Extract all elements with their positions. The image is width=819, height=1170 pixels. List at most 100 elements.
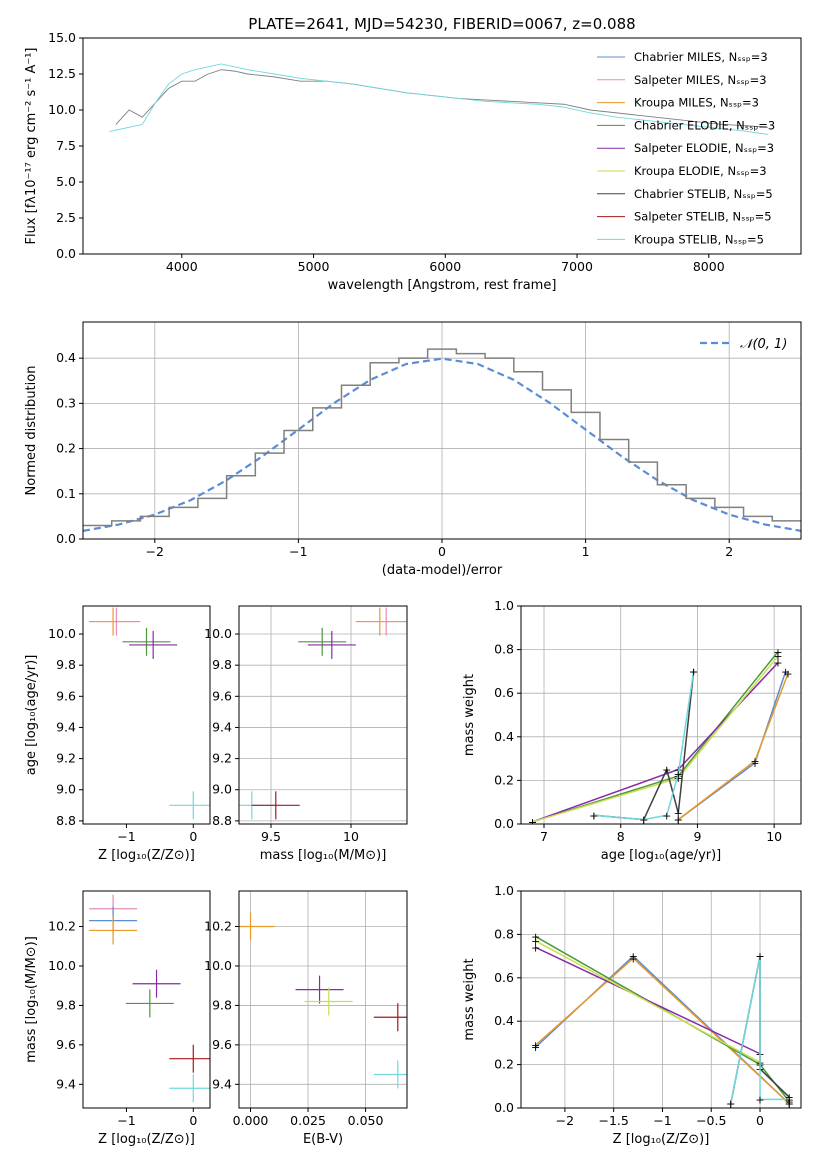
- y-tick-label: 0.1: [56, 486, 76, 501]
- point-marker: +: [639, 814, 648, 827]
- panel-6: [79, 890, 211, 1112]
- plot-area: [83, 348, 801, 532]
- point-marker: +: [531, 1041, 540, 1054]
- x-tick-label: 10: [343, 829, 359, 844]
- y-tick-label: 0.2: [56, 441, 76, 456]
- axes-frame: [238, 890, 408, 1109]
- x-tick-label: 0: [756, 1113, 764, 1128]
- axes-frame: [82, 605, 211, 825]
- point-marker: +: [674, 807, 683, 820]
- y-tick-label: 10.2: [48, 919, 76, 934]
- y-tick-label: 0.8: [494, 926, 514, 941]
- x-tick-label: 0: [189, 829, 197, 844]
- point-marker: +: [689, 665, 698, 678]
- panel-1: [79, 37, 802, 258]
- y-tick-label: 0.2: [494, 1057, 514, 1072]
- y-tick-label: 9.0: [56, 782, 76, 797]
- series-kroupa-stelib: [730, 955, 790, 1104]
- x-tick-label: −2: [556, 1113, 574, 1128]
- x-tick-label: 4000: [166, 259, 198, 274]
- point-marker: +: [528, 816, 537, 829]
- y-tick-label: 8.8: [212, 813, 232, 828]
- series-salpeter-elodie: [532, 662, 779, 823]
- legend-entry: Salpeter ELODIE, Nₛₛₚ=3: [634, 141, 774, 155]
- legend-entry: Chabrier ELODIE, Nₛₛₚ=3: [634, 118, 775, 132]
- panel-8: ++++++++++++++++++++ +: [517, 890, 802, 1112]
- point-marker: +: [531, 941, 540, 954]
- point-marker: +: [773, 650, 782, 663]
- legend-entry: Salpeter MILES, Nₛₛₚ=3: [634, 73, 767, 87]
- x-tick-label: −0.5: [696, 1113, 726, 1128]
- x-tick-label: −1: [653, 1113, 671, 1128]
- x-tick-label: 0: [438, 544, 446, 559]
- y-tick-label: 0.0: [56, 246, 76, 261]
- point-marker: +: [662, 764, 671, 777]
- y-tick-label: 0.6: [494, 685, 514, 700]
- y-axis-label: age [log₁₀(age/yr)]: [24, 655, 39, 776]
- series-kroupa-elodie: [535, 940, 761, 1064]
- legend-entry: 𝒩(0, 1): [740, 337, 787, 352]
- series--0-1-: [83, 357, 801, 532]
- point-marker: +: [750, 755, 759, 768]
- y-tick-label: 9.8: [56, 997, 76, 1012]
- panel-4: [235, 605, 408, 828]
- x-tick-label: 6000: [429, 259, 461, 274]
- y-tick-label: 9.8: [212, 997, 232, 1012]
- y-axis-label: Flux [fλ10⁻¹⁷ erg cm⁻² s⁻¹ A⁻¹]: [24, 48, 39, 245]
- point-marker: +: [785, 1098, 794, 1111]
- point-marker: +: [662, 809, 671, 822]
- point-marker: +: [674, 814, 683, 827]
- x-tick-label: 0.025: [290, 1113, 326, 1128]
- series-kroupa-miles: [677, 673, 789, 821]
- point-marker: +: [755, 950, 764, 963]
- legend-entry: Kroupa STELIB, Nₛₛₚ=5: [634, 232, 764, 246]
- y-tick-label: 10.0: [48, 102, 76, 117]
- axes-frame: [520, 605, 802, 825]
- panel-2: [79, 321, 802, 543]
- plot-area: ++++++++++++++++++++ +: [531, 931, 794, 1111]
- legend-entry: Chabrier MILES, Nₛₛₚ=3: [634, 50, 768, 64]
- series-kroupa-stelib: [593, 671, 695, 821]
- point-marker: +: [531, 931, 540, 944]
- y-tick-label: 0.3: [56, 395, 76, 410]
- y-tick-label: 0.0: [494, 1100, 514, 1115]
- x-tick-label: −2: [146, 544, 164, 559]
- y-tick-label: 9.6: [212, 688, 232, 703]
- figure-title: PLATE=2641, MJD=54230, FIBERID=0067, z=0…: [248, 15, 635, 33]
- y-tick-label: 9.4: [56, 1076, 76, 1091]
- point-marker: +: [639, 814, 648, 827]
- point-marker: +: [781, 665, 790, 678]
- y-axis-label: mass weight: [462, 958, 477, 1040]
- y-tick-label: 0.8: [494, 642, 514, 657]
- y-tick-label: 10.0: [204, 958, 232, 973]
- plot-area: ++++++++++++++++ +++++ + +++: [528, 646, 793, 829]
- series-chabrier-miles: [677, 671, 787, 821]
- point-marker: +: [785, 1095, 794, 1108]
- y-axis-label: mass weight: [462, 674, 477, 756]
- x-tick-label: 8: [617, 829, 625, 844]
- y-tick-label: 0.6: [494, 970, 514, 985]
- x-tick-label: 1: [582, 544, 590, 559]
- series-kroupa-elodie: [532, 655, 779, 823]
- axes-frame: [520, 890, 802, 1109]
- legend-entry: Salpeter STELIB, Nₛₛₚ=5: [634, 210, 772, 224]
- x-tick-label: −1: [117, 1113, 135, 1128]
- y-tick-label: 1.0: [494, 598, 514, 613]
- x-tick-label: 7: [540, 829, 548, 844]
- y-tick-label: 8.8: [56, 813, 76, 828]
- point-marker: +: [531, 1039, 540, 1052]
- series-kroupa-miles: [535, 957, 790, 1105]
- legend-entry: Kroupa MILES, Nₛₛₚ=3: [634, 96, 759, 110]
- y-tick-label: 9.8: [212, 657, 232, 672]
- point-marker: +: [755, 1093, 764, 1106]
- y-tick-label: 9.6: [212, 1037, 232, 1052]
- x-tick-label: −1: [117, 829, 135, 844]
- x-axis-label: (data-model)/error: [382, 563, 503, 578]
- x-tick-label: 2: [725, 544, 733, 559]
- x-axis-label: wavelength [Angstrom, rest frame]: [328, 278, 557, 293]
- point-marker: +: [629, 950, 638, 963]
- x-tick-label: 10: [766, 829, 782, 844]
- y-tick-label: 9.2: [212, 751, 232, 766]
- series-model: [109, 63, 769, 135]
